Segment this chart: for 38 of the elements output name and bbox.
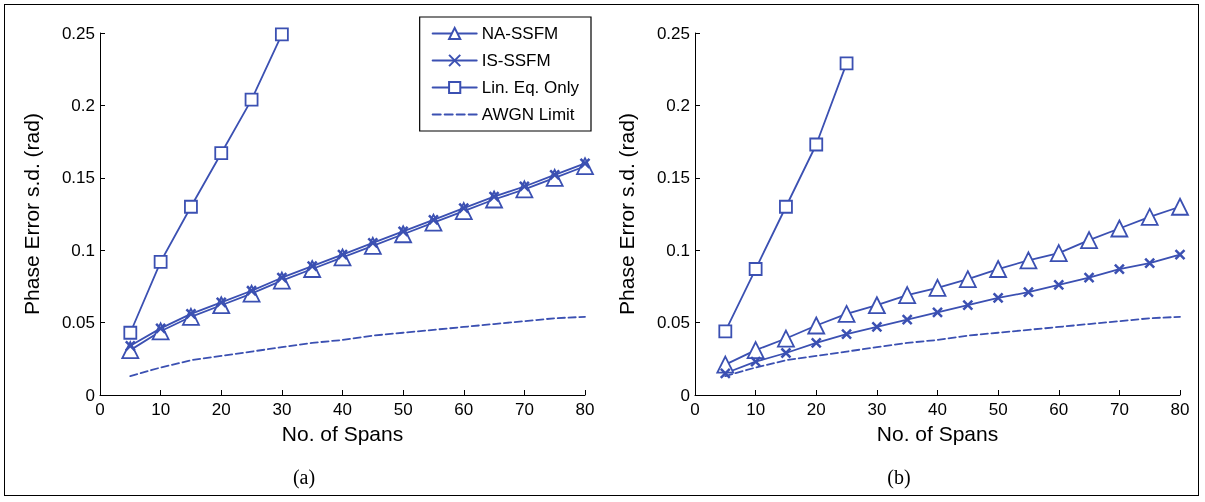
x-tick-label: 20 [211, 400, 231, 419]
y-tick-label: 0 [680, 385, 690, 405]
y-tick-label: 0.1 [666, 240, 690, 260]
x-tick-label: 30 [867, 400, 887, 419]
x-tick-label: 60 [1049, 400, 1069, 419]
y-tick-label: 0.2 [666, 95, 690, 115]
legend-label: NA-SSFM [481, 24, 559, 43]
y-tick-label: 0.2 [71, 95, 95, 115]
y-tick-label: 0.25 [656, 23, 690, 43]
x-tick-label: 50 [393, 400, 413, 419]
x-tick-label: 80 [575, 400, 595, 419]
y-axis-title: Phase Error s.d. (rad) [615, 113, 638, 315]
y-axis-title: Phase Error s.d. (rad) [20, 113, 43, 315]
y-tick-label: 0 [85, 385, 95, 405]
x-tick-label: 40 [333, 400, 352, 419]
x-tick-label: 10 [746, 400, 766, 419]
text: (a) [292, 466, 316, 489]
x-tick-label: 20 [806, 400, 826, 419]
legend-label: IS-SSFM [481, 51, 551, 70]
x-axis-title: No. of Spans [281, 422, 404, 445]
x-axis-title: No. of Spans [876, 422, 999, 445]
legend-label: AWGN Limit [481, 105, 575, 124]
x-tick-label: 30 [272, 400, 292, 419]
x-tick-label: 10 [151, 400, 171, 419]
text: (b) [887, 466, 911, 489]
y-tick-label: 0.15 [656, 168, 690, 188]
legend-label: Lin. Eq. Only [481, 78, 580, 97]
y-tick-label: 0.05 [61, 313, 95, 333]
y-tick-label: 0.05 [656, 313, 690, 333]
x-tick-label: 70 [514, 400, 534, 419]
x-tick-label: 70 [1109, 400, 1129, 419]
x-tick-label: 80 [1170, 400, 1190, 419]
x-tick-label: 60 [454, 400, 474, 419]
y-tick-label: 0.1 [71, 240, 95, 260]
y-tick-label: 0.25 [61, 23, 95, 43]
x-tick-label: 50 [988, 400, 1008, 419]
x-tick-label: 40 [928, 400, 947, 419]
y-tick-label: 0.15 [61, 168, 95, 188]
